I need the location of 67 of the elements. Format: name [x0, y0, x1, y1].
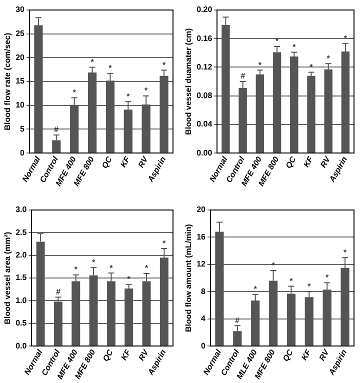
- y-tick-label: 0.5: [16, 318, 28, 328]
- annotation: *: [162, 60, 166, 70]
- x-tick-label: QC: [284, 154, 298, 170]
- y-tick-label: 0.00: [196, 148, 213, 158]
- annotation: *: [92, 258, 96, 267]
- y-axis-title: Blood vessel duamater (cm): [184, 28, 194, 135]
- annotation: #: [240, 72, 246, 81]
- annotation: *: [108, 64, 113, 73]
- x-tick-label: KF: [119, 347, 134, 362]
- x-tick-label: QC: [101, 348, 115, 363]
- annotation: *: [254, 284, 258, 294]
- annotation: *: [343, 248, 348, 257]
- y-tick-label: 8: [201, 286, 206, 296]
- y-axis-title: Blood vessel area (mm²): [3, 231, 12, 324]
- y-tick-label: 3.0: [16, 205, 28, 214]
- annotation: *: [308, 282, 312, 291]
- y-tick-label: 1.5: [16, 273, 28, 282]
- annotation: *: [162, 238, 167, 248]
- y-tick-label: 0.0: [16, 341, 28, 350]
- x-tick-label: RV: [317, 348, 332, 362]
- y-axis-title: Blood flow rate (com/sec): [3, 32, 12, 130]
- annotation: *: [144, 86, 149, 96]
- x-tick-label: RV: [318, 154, 332, 170]
- bar: [124, 288, 134, 346]
- y-tick-label: 0: [20, 148, 26, 158]
- annotation: #: [56, 287, 61, 296]
- bar: [307, 76, 316, 153]
- y-tick-label: 30: [16, 5, 26, 14]
- y-tick-label: 0.20: [196, 5, 213, 14]
- annotation: *: [72, 88, 77, 97]
- x-tick-label: KF: [300, 347, 314, 362]
- annotation: *: [326, 54, 331, 63]
- x-tick-label: RV: [136, 348, 150, 362]
- annotation: *: [90, 57, 95, 66]
- annotation: *: [110, 263, 114, 272]
- y-axis-title: Blood flow amount (mL/min): [184, 224, 194, 332]
- y-tick-label: 0.12: [196, 62, 213, 72]
- y-tick-label: 2.5: [16, 228, 28, 237]
- y-tick-label: 2.0: [16, 250, 28, 260]
- y-tick-label: 20: [196, 205, 206, 214]
- x-tick-label: RV: [136, 154, 150, 170]
- annotation: *: [290, 276, 294, 286]
- x-tick-label: KF: [118, 154, 132, 169]
- annotation: *: [275, 36, 280, 46]
- annotation: *: [258, 60, 262, 70]
- y-tick-label: 10: [16, 100, 26, 110]
- y-tick-label: 16: [196, 232, 206, 242]
- y-tick-label: 0: [201, 341, 206, 350]
- x-tick-label: QC: [100, 154, 114, 170]
- annotation: *: [74, 265, 78, 274]
- y-tick-label: 0.08: [196, 91, 213, 100]
- annotation: *: [126, 92, 131, 101]
- y-tick-label: 15: [16, 76, 26, 86]
- y-tick-label: 20: [16, 52, 26, 62]
- y-tick-label: 25: [16, 29, 26, 38]
- y-tick-label: 5: [20, 124, 26, 134]
- annotation: *: [272, 260, 276, 270]
- y-tick-label: 0.04: [196, 120, 213, 129]
- y-tick-label: 0.16: [196, 34, 213, 43]
- annotation: *: [144, 264, 149, 273]
- x-tick-label: QC: [281, 348, 295, 363]
- y-tick-label: 12: [196, 260, 206, 269]
- annotation: *: [292, 42, 297, 52]
- y-tick-label: 4: [201, 314, 206, 324]
- annotation: *: [326, 273, 330, 282]
- y-tick-label: 1.0: [16, 296, 28, 305]
- x-tick-label: KF: [302, 154, 316, 169]
